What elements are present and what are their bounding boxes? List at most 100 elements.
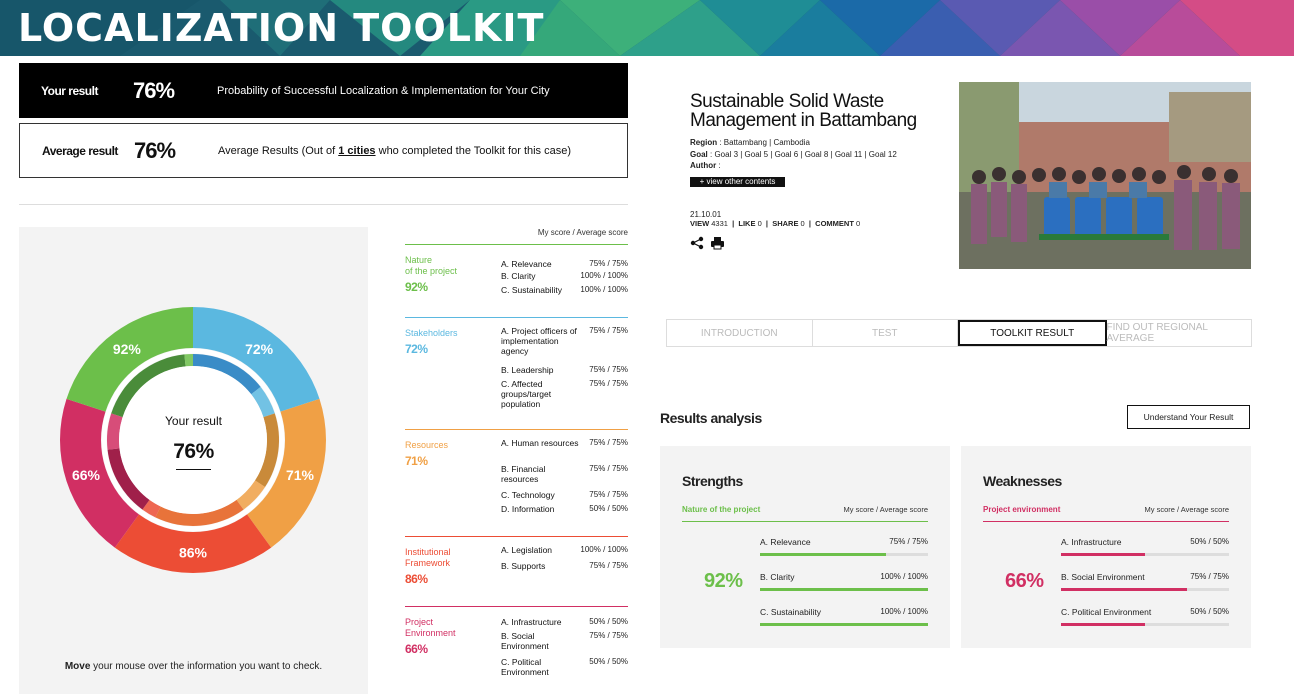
cities-link[interactable]: 1 cities <box>338 144 376 157</box>
row-score: 75% / 75% <box>1190 572 1229 581</box>
print-icon[interactable] <box>710 236 725 250</box>
donut-segment-label: 86% <box>179 545 208 561</box>
score-bar-fill <box>1061 588 1187 591</box>
goal-label: Goal <box>690 150 708 159</box>
donut-segment-label: 66% <box>72 467 101 483</box>
donut-segment-inner[interactable] <box>254 413 279 487</box>
donut-segment-inner-rest <box>142 499 161 518</box>
row-label: C. Political Environment <box>1061 607 1152 617</box>
category-percent: 66% <box>405 642 428 656</box>
case-actions <box>690 236 725 250</box>
score-bar-fill <box>760 623 928 626</box>
criterion-label: B. Social Environment <box>501 631 549 651</box>
hover-hint: Move your mouse over the information you… <box>19 661 368 672</box>
strengths-percent: 92% <box>704 570 743 592</box>
banner-pattern <box>0 0 1294 56</box>
strengths-score-header: My score / Average score <box>843 505 928 514</box>
tab-regional-average[interactable]: FIND OUT REGIONAL AVERAGE <box>1106 322 1208 344</box>
understand-result-button[interactable]: Understand Your Result <box>1127 405 1250 429</box>
strengths-row: B. Clarity 100% / 100% <box>760 572 928 592</box>
banner-title: LOCALIZATION TOOLKIT <box>18 6 545 50</box>
criterion-score: 75% / 75% <box>589 259 628 268</box>
score-bar-track <box>1061 588 1229 591</box>
category-2[interactable]: Resources 71% A. Human resources 75% / 75% B… <box>405 429 628 536</box>
donut-segment-inner[interactable] <box>111 354 186 418</box>
weaknesses-row: C. Political Environment 50% / 50% <box>1061 607 1229 627</box>
criterion-label: A. Human resources <box>501 438 579 448</box>
category-name: Resources <box>405 440 449 450</box>
donut-chart[interactable]: 72% 71% 86% 66% 92% <box>19 227 368 647</box>
score-header: My score / Average score <box>537 228 628 237</box>
criterion-label: A. Legislation <box>501 545 553 555</box>
category-3[interactable]: Institutional Framework 86% A. Legislation… <box>405 536 628 606</box>
author-label: Author <box>690 161 717 170</box>
case-date: 21.10.01 <box>690 210 722 219</box>
average-result-label: Average result <box>42 143 118 158</box>
donut-segment-outer[interactable] <box>59 398 139 548</box>
weaknesses-title: Weaknesses <box>983 473 1062 489</box>
donut-segment-label: 72% <box>245 341 274 357</box>
donut-segment-inner[interactable] <box>155 499 244 526</box>
criterion-score: 50% / 50% <box>589 657 628 666</box>
header-banner: LOCALIZATION TOOLKIT <box>0 0 1294 56</box>
result-tabs: INTRODUCTION TEST TOOLKIT RESULT FIND OU… <box>666 319 1252 347</box>
criterion-score: 75% / 75% <box>589 464 628 473</box>
like-count: 0 <box>757 219 762 228</box>
donut-segment-outer[interactable] <box>114 514 272 573</box>
author-value: : <box>716 161 721 170</box>
criterion-score: 75% / 75% <box>589 438 628 447</box>
donut-segment-outer[interactable] <box>193 307 320 412</box>
goal-value: : Goal 3 | Goal 5 | Goal 6 | Goal 8 | Go… <box>707 150 897 159</box>
criterion-score: 100% / 100% <box>580 271 628 280</box>
donut-separator-ring <box>101 348 285 532</box>
criterion-label: C. Affected groups/target population <box>501 379 552 409</box>
score-bar-track <box>760 623 928 626</box>
category-name: Project Environment <box>405 617 456 638</box>
tab-toolkit-result[interactable]: TOOLKIT RESULT <box>958 320 1107 346</box>
row-label: C. Sustainability <box>760 607 821 617</box>
view-label: VIEW <box>690 219 710 228</box>
row-score: 50% / 50% <box>1190 537 1229 546</box>
average-result-box: Average result 76% Average Results (Out … <box>19 123 628 178</box>
criterion-label: B. Leadership <box>501 365 554 375</box>
case-title: Sustainable Solid Waste Management in Ba… <box>690 91 917 131</box>
tab-introduction[interactable]: INTRODUCTION <box>667 320 813 346</box>
view-other-contents-button[interactable]: + view other contents <box>690 177 785 187</box>
weaknesses-category: Project environment <box>983 505 1061 514</box>
category-0[interactable]: Nature of the project 92% A. Relevance 75% … <box>405 244 628 317</box>
donut-segment-inner[interactable] <box>193 354 261 395</box>
donut-segment-inner-rest <box>184 354 193 367</box>
strengths-category: Nature of the project <box>682 505 761 514</box>
criterion-label: A. Infrastructure <box>501 617 562 627</box>
category-1[interactable]: Stakeholders 72% A. Project officers of im… <box>405 317 628 429</box>
donut-chart-panel: 72% 71% 86% 66% 92% Your result 76% Move you… <box>19 227 368 694</box>
weaknesses-row: A. Infrastructure 50% / 50% <box>1061 537 1229 557</box>
comment-label: COMMENT <box>815 219 854 228</box>
donut-segment-outer[interactable] <box>247 398 326 548</box>
share-label: SHARE <box>772 219 799 228</box>
criterion-score: 75% / 75% <box>589 326 628 335</box>
share-count: 0 <box>800 219 805 228</box>
category-name: Institutional Framework <box>405 547 451 568</box>
donut-segment-outer[interactable] <box>66 307 193 412</box>
criterion-score: 100% / 100% <box>580 545 628 554</box>
donut-center-label: Your result <box>165 414 222 428</box>
average-desc-suffix: who completed the Toolkit for this case) <box>375 144 572 157</box>
region-value: : Battambang | Cambodia <box>717 138 810 147</box>
share-icon[interactable] <box>690 236 704 250</box>
row-score: 100% / 100% <box>880 607 928 616</box>
donut-segment-inner[interactable] <box>107 448 150 510</box>
average-result-percent: 76% <box>134 137 176 163</box>
category-4[interactable]: Project Environment 66% A. Infrastructure 5… <box>405 606 628 694</box>
row-label: B. Clarity <box>760 572 795 582</box>
row-score: 50% / 50% <box>1190 607 1229 616</box>
score-bar-fill <box>1061 553 1145 556</box>
case-region: Region : Battambang | Cambodia <box>690 138 810 147</box>
criterion-label: D. Information <box>501 504 555 514</box>
row-label: B. Social Environment <box>1061 572 1145 582</box>
donut-segment-label: 71% <box>286 467 315 483</box>
category-percent: 71% <box>405 454 428 468</box>
tab-test[interactable]: TEST <box>813 320 958 346</box>
category-name: Stakeholders <box>405 328 458 338</box>
donut-center-underline <box>176 469 211 470</box>
